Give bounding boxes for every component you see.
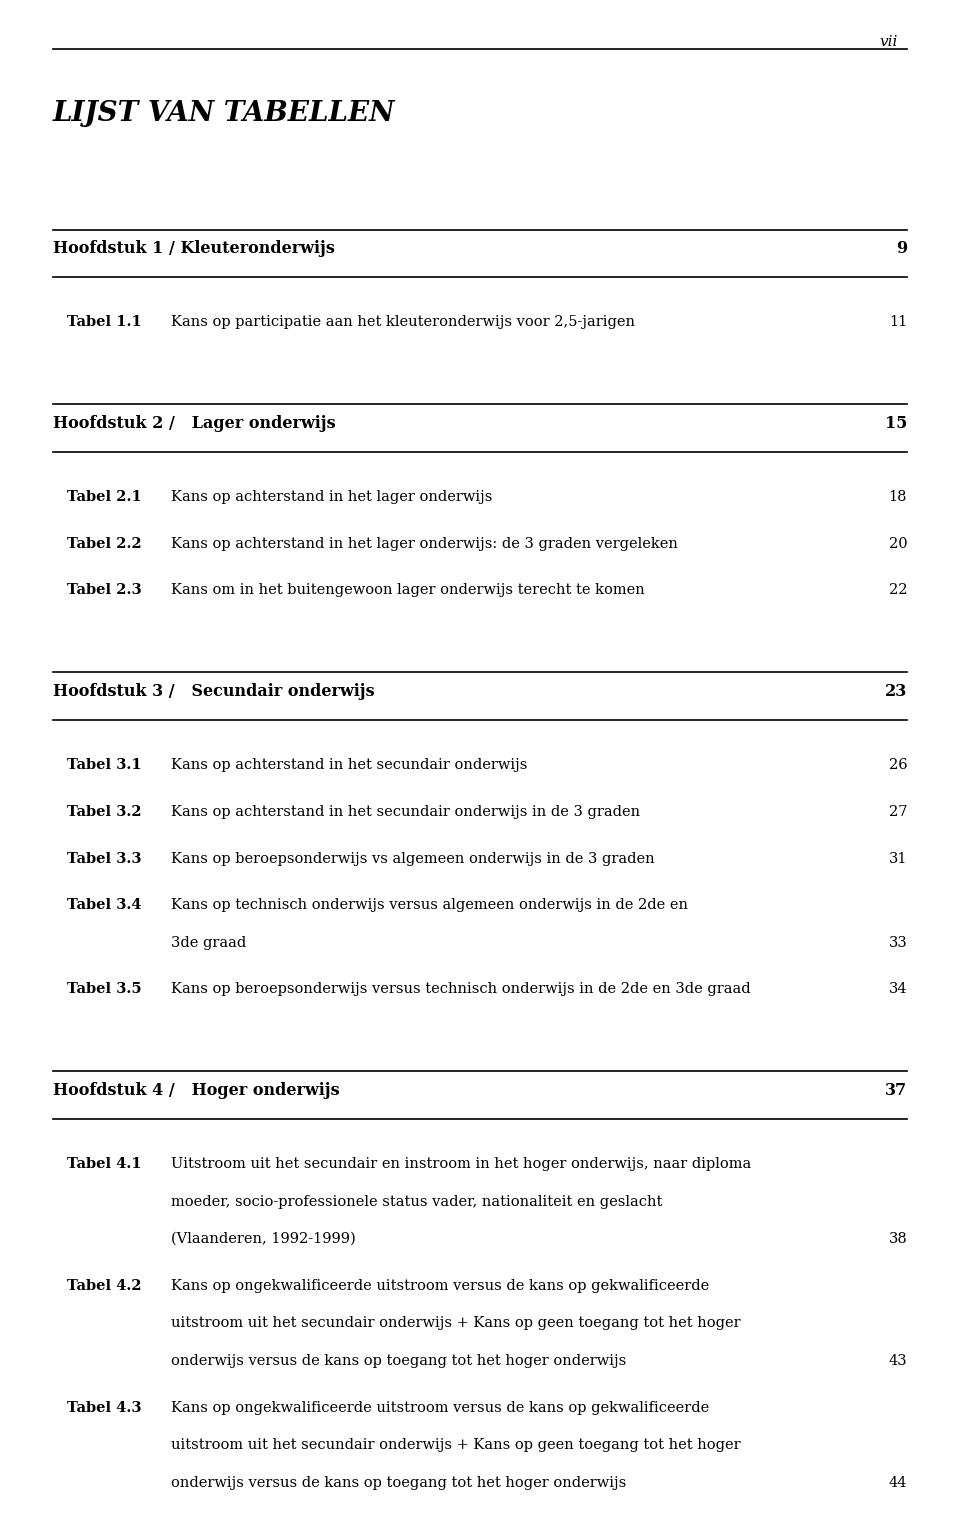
Text: onderwijs versus de kans op toegang tot het hoger onderwijs: onderwijs versus de kans op toegang tot …	[171, 1353, 626, 1367]
Text: uitstroom uit het secundair onderwijs + Kans op geen toegang tot het hoger: uitstroom uit het secundair onderwijs + …	[171, 1317, 740, 1330]
Text: (Vlaanderen, 1992-1999): (Vlaanderen, 1992-1999)	[171, 1232, 355, 1246]
Text: Hoofdstuk 2 /   Lager onderwijs: Hoofdstuk 2 / Lager onderwijs	[53, 415, 335, 432]
Text: Tabel 4.2: Tabel 4.2	[67, 1278, 142, 1292]
Text: Hoofdstuk 1 / Kleuteronderwijs: Hoofdstuk 1 / Kleuteronderwijs	[53, 240, 335, 257]
Text: Kans op achterstand in het lager onderwijs: Kans op achterstand in het lager onderwi…	[171, 490, 492, 504]
Text: vii: vii	[879, 35, 898, 49]
Text: 15: 15	[885, 415, 907, 432]
Text: Tabel 4.3: Tabel 4.3	[67, 1401, 142, 1415]
Text: 33: 33	[888, 935, 907, 949]
Text: onderwijs versus de kans op toegang tot het hoger onderwijs: onderwijs versus de kans op toegang tot …	[171, 1476, 626, 1490]
Text: 26: 26	[889, 758, 907, 772]
Text: 37: 37	[885, 1082, 907, 1099]
Text: Hoofdstuk 4 /   Hoger onderwijs: Hoofdstuk 4 / Hoger onderwijs	[53, 1082, 340, 1099]
Text: Hoofdstuk 3 /   Secundair onderwijs: Hoofdstuk 3 / Secundair onderwijs	[53, 683, 374, 700]
Text: 3de graad: 3de graad	[171, 935, 246, 949]
Text: Tabel 2.2: Tabel 2.2	[67, 537, 142, 551]
Text: Tabel 3.2: Tabel 3.2	[67, 805, 142, 819]
Text: 18: 18	[889, 490, 907, 504]
Text: Kans op achterstand in het secundair onderwijs: Kans op achterstand in het secundair ond…	[171, 758, 527, 772]
Text: Tabel 1.1: Tabel 1.1	[67, 315, 142, 329]
Text: Kans op achterstand in het lager onderwijs: de 3 graden vergeleken: Kans op achterstand in het lager onderwi…	[171, 537, 678, 551]
Text: Kans op ongekwalificeerde uitstroom versus de kans op gekwalificeerde: Kans op ongekwalificeerde uitstroom vers…	[171, 1401, 709, 1415]
Text: Kans om in het buitengewoon lager onderwijs terecht te komen: Kans om in het buitengewoon lager onderw…	[171, 583, 644, 597]
Text: 20: 20	[889, 537, 907, 551]
Text: uitstroom uit het secundair onderwijs + Kans op geen toegang tot het hoger: uitstroom uit het secundair onderwijs + …	[171, 1438, 740, 1451]
Text: Kans op participatie aan het kleuteronderwijs voor 2,5-jarigen: Kans op participatie aan het kleuteronde…	[171, 315, 635, 329]
Text: 31: 31	[889, 851, 907, 865]
Text: 34: 34	[889, 983, 907, 997]
Text: 22: 22	[889, 583, 907, 597]
Text: 9: 9	[896, 240, 907, 257]
Text: LIJST VAN TABELLEN: LIJST VAN TABELLEN	[53, 100, 396, 127]
Text: Kans op ongekwalificeerde uitstroom versus de kans op gekwalificeerde: Kans op ongekwalificeerde uitstroom vers…	[171, 1278, 709, 1292]
Text: 38: 38	[888, 1232, 907, 1246]
Text: Tabel 3.3: Tabel 3.3	[67, 851, 142, 865]
Text: Tabel 2.3: Tabel 2.3	[67, 583, 142, 597]
Text: Tabel 4.1: Tabel 4.1	[67, 1157, 142, 1171]
Text: Tabel 2.1: Tabel 2.1	[67, 490, 142, 504]
Text: Kans op beroepsonderwijs vs algemeen onderwijs in de 3 graden: Kans op beroepsonderwijs vs algemeen ond…	[171, 851, 655, 865]
Text: Kans op beroepsonderwijs versus technisch onderwijs in de 2de en 3de graad: Kans op beroepsonderwijs versus technisc…	[171, 983, 751, 997]
Text: 27: 27	[889, 805, 907, 819]
Text: 43: 43	[889, 1353, 907, 1367]
Text: 11: 11	[889, 315, 907, 329]
Text: moeder, socio-professionele status vader, nationaliteit en geslacht: moeder, socio-professionele status vader…	[171, 1194, 662, 1208]
Text: Tabel 3.4: Tabel 3.4	[67, 899, 142, 912]
Text: Uitstroom uit het secundair en instroom in het hoger onderwijs, naar diploma: Uitstroom uit het secundair en instroom …	[171, 1157, 751, 1171]
Text: Kans op technisch onderwijs versus algemeen onderwijs in de 2de en: Kans op technisch onderwijs versus algem…	[171, 899, 688, 912]
Text: Kans op achterstand in het secundair onderwijs in de 3 graden: Kans op achterstand in het secundair ond…	[171, 805, 640, 819]
Text: Tabel 3.5: Tabel 3.5	[67, 983, 142, 997]
Text: 23: 23	[885, 683, 907, 700]
Text: Tabel 3.1: Tabel 3.1	[67, 758, 142, 772]
Text: 44: 44	[889, 1476, 907, 1490]
